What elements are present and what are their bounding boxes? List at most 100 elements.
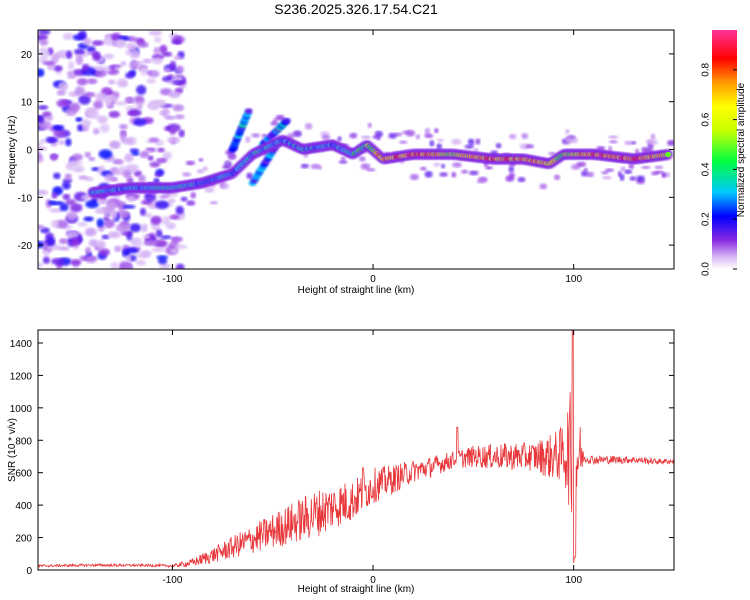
- heatmap-noise-cell: [66, 210, 78, 221]
- y-tick-label: 0: [26, 146, 32, 157]
- heatmap-noise-cell: [38, 142, 43, 147]
- heatmap-halo-cell: [548, 151, 556, 156]
- heatmap-noise-cell: [77, 221, 88, 227]
- colorbar: 0.0 0.2 0.4 0.6 0.8 Normalized spectral ampl…: [701, 30, 747, 276]
- heatmap-noise-cell: [38, 224, 45, 230]
- heatmap-noise-cell: [110, 261, 120, 269]
- heatmap-noise-cell: [72, 165, 85, 173]
- heatmap-halo-cell: [576, 161, 587, 167]
- y-tick-label: 200: [15, 534, 32, 545]
- heatmap-halo-cell: [619, 174, 625, 181]
- heatmap-noise-cell: [159, 44, 168, 54]
- heatmap-noise-cell: [108, 110, 121, 118]
- heatmap-halo-cell: [292, 130, 302, 138]
- heatmap-noise-cell: [88, 113, 101, 120]
- heatmap-halo-cell: [429, 140, 435, 147]
- heatmap-noise-cell: [145, 212, 152, 218]
- heatmap-noise-cell: [86, 46, 96, 53]
- heatmap-noise-cell: [125, 255, 132, 263]
- heatmap-halo-cell: [433, 162, 441, 167]
- heatmap-noise-cell: [38, 115, 45, 124]
- heatmap-noise-cell: [161, 107, 170, 118]
- snr-x-ticks: -100 0 100: [162, 330, 582, 586]
- heatmap-noise-cell: [66, 230, 79, 239]
- heatmap-halo-cell: [607, 145, 613, 152]
- colorbar-tick-label: 0.8: [701, 62, 712, 76]
- heatmap-noise-cell: [169, 214, 180, 220]
- heatmap-halo-cell: [647, 138, 658, 146]
- heatmap-halo-cell: [570, 137, 579, 144]
- heatmap-noise-cell: [112, 158, 124, 165]
- heatmap-noise-cell: [142, 58, 153, 64]
- heatmap-noise-cell: [170, 248, 178, 254]
- heatmap-noise-cell: [83, 91, 96, 98]
- heatmap-noise-cell: [82, 63, 89, 72]
- heatmap-halo-cell: [636, 175, 645, 182]
- heatmap-noise-cell: [53, 172, 61, 180]
- heatmap-noise-cell: [91, 51, 99, 60]
- heatmap-noise-cell: [164, 115, 176, 120]
- heatmap-noise-cell: [58, 140, 66, 145]
- heatmap-noise-cell: [72, 153, 83, 161]
- heatmap-noise-cell: [148, 137, 160, 143]
- heatmap-halo-cell: [360, 163, 371, 170]
- heatmap-halo-cell: [451, 138, 462, 145]
- heatmap-noise-cell: [113, 101, 128, 106]
- y-tick-label: -10: [18, 193, 33, 204]
- heatmap-halo-cell: [272, 117, 278, 125]
- heatmap-noise-cell: [57, 81, 69, 92]
- heatmap-noise-cell: [109, 140, 121, 150]
- heatmap-noise-cell: [95, 208, 105, 214]
- heatmap-halo-cell: [337, 136, 342, 142]
- heatmap-noise-cell: [134, 95, 144, 103]
- heatmap-halo-cell: [190, 191, 197, 199]
- heatmap-noise-cell: [38, 68, 45, 77]
- heatmap-noise-cell: [136, 104, 143, 110]
- heatmap-halo-cell: [467, 138, 475, 146]
- heatmap-noise-cell: [53, 128, 65, 139]
- heatmap-noise-cell: [133, 118, 147, 127]
- heatmap-noise-cell: [42, 256, 51, 264]
- heatmap-noise-cell: [154, 100, 167, 107]
- heatmap-noise-cell: [99, 123, 110, 133]
- heatmap-noise-cell: [45, 237, 56, 247]
- heatmap-noise-cell: [156, 157, 168, 164]
- heatmap-noise-cell: [139, 151, 149, 159]
- heatmap-noise-cell: [65, 138, 72, 147]
- heatmap-noise-cell: [137, 41, 149, 48]
- heatmap-noise-cell: [56, 89, 66, 96]
- heatmap-halo-cell: [225, 160, 230, 167]
- heatmap-halo-cell: [468, 170, 479, 176]
- heatmap-noise-cell: [175, 205, 184, 215]
- heatmap-noise-cell: [103, 53, 115, 60]
- colorbar-ticks: 0.0 0.2 0.4 0.6 0.8: [701, 62, 737, 276]
- heatmap-noise-cell: [121, 137, 134, 145]
- snr-frame-bg: [38, 330, 674, 570]
- x-tick-label: -100: [162, 274, 182, 285]
- heatmap-noise-cell: [168, 91, 181, 99]
- heatmap-noise-cell: [75, 55, 84, 66]
- heatmap-noise-cell: [48, 137, 59, 143]
- heatmap-noise-cell: [108, 79, 116, 85]
- heatmap-halo-cell: [629, 176, 637, 182]
- heatmap-halo-cell: [245, 136, 251, 143]
- heatmap-noise-cell: [107, 231, 121, 239]
- heatmap-noise-cell: [129, 49, 141, 60]
- heatmap-noise-cell: [115, 223, 130, 233]
- heatmap-noise-cell: [106, 200, 117, 211]
- heatmap-noise-cell: [65, 198, 77, 206]
- heatmap-halo-cell: [367, 122, 372, 129]
- heatmap-halo-cell: [399, 140, 408, 144]
- heatmap-halo-cell: [204, 187, 215, 193]
- heatmap-noise-cell: [42, 249, 50, 257]
- heatmap-noise-cell: [98, 149, 113, 159]
- heatmap-noise-cell: [154, 36, 162, 43]
- heatmap-noise-cell: [155, 200, 169, 210]
- heatmap-noise-cell: [84, 227, 97, 237]
- heatmap-noise-cell: [101, 234, 110, 240]
- heatmap-halo-cell: [420, 166, 427, 171]
- heatmap-halo-cell: [666, 139, 674, 146]
- y-tick-label: 1400: [10, 339, 33, 350]
- y-tick-label: 400: [15, 501, 32, 512]
